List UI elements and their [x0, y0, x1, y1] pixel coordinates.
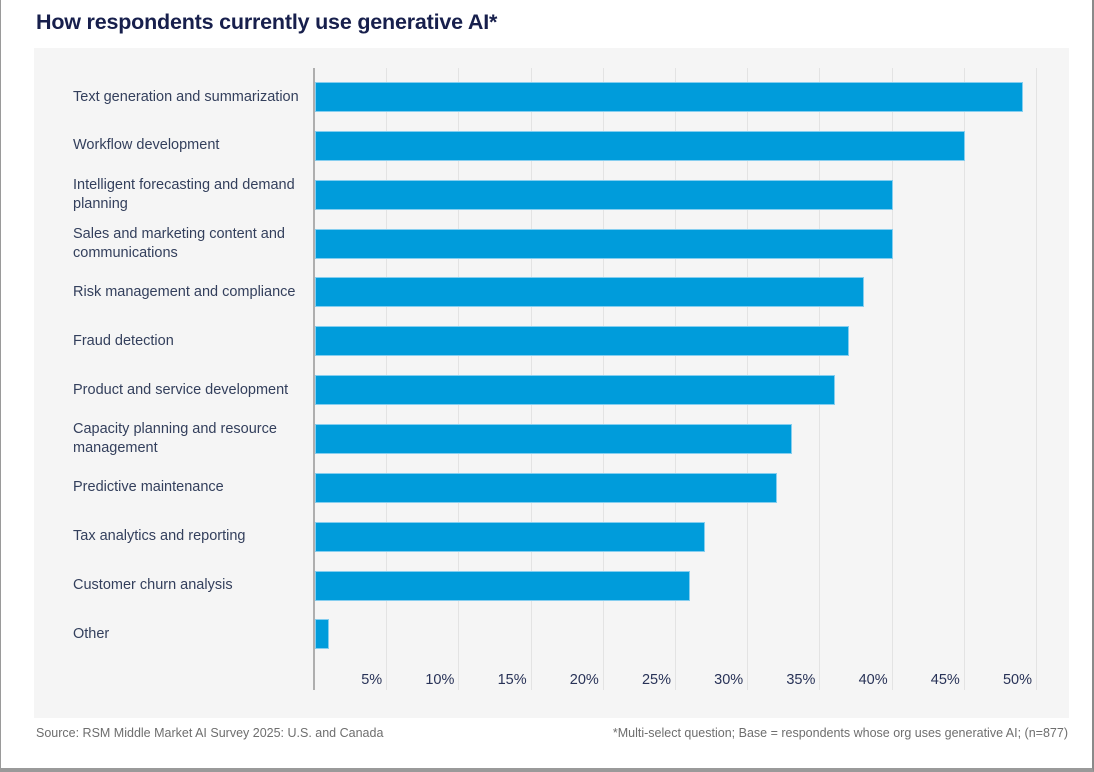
bar: [315, 277, 864, 308]
y-axis-line: [313, 68, 315, 690]
x-tick-label: 40%: [858, 672, 888, 688]
bar: [315, 326, 850, 357]
chart-title: How respondents currently use generative…: [36, 10, 498, 34]
category-label: Fraud detection: [73, 332, 174, 349]
bar: [315, 179, 893, 210]
category-label: Text generation and summarization: [73, 88, 299, 105]
gridline: [963, 68, 965, 690]
category-label: Predictive maintenance: [73, 479, 224, 496]
category-label: Capacity planning and resource managemen…: [73, 421, 277, 456]
x-tick-label: 25%: [641, 672, 671, 688]
chart-panel: Text generation and summarization Workflo…: [34, 48, 1069, 718]
x-tick-label: 30%: [714, 672, 744, 688]
category-label: Tax analytics and reporting: [73, 528, 246, 545]
x-tick-label: 5%: [361, 672, 383, 688]
category-label: Workflow development: [73, 137, 220, 154]
category-label: Other: [73, 625, 110, 642]
category-label: Customer churn analysis: [73, 577, 233, 594]
bar: [315, 570, 691, 601]
bar: [315, 130, 965, 161]
category-label: Risk management and compliance: [73, 283, 296, 300]
x-tick-label: 10%: [425, 672, 455, 688]
x-tick-label: 45%: [930, 672, 960, 688]
bar: [315, 375, 835, 406]
bar: [315, 472, 778, 503]
bar: [315, 82, 1023, 112]
gridline: [1036, 68, 1037, 690]
methodology-note: *Multi-select question; Base = responden…: [612, 726, 1068, 740]
bar: [315, 228, 893, 259]
x-tick-label: 50%: [1002, 672, 1032, 688]
x-tick-label: 15%: [497, 672, 527, 688]
category-label: Sales and marketing content and communic…: [73, 225, 285, 261]
x-tick-label: 35%: [786, 672, 816, 688]
gridline: [891, 68, 893, 690]
x-tick-label: 20%: [569, 672, 599, 688]
category-label: Intelligent forecasting and demand plann…: [73, 176, 295, 212]
bar: [315, 619, 330, 650]
bar: [315, 423, 792, 454]
category-label: Product and service development: [73, 381, 289, 398]
source-note: Source: RSM Middle Market AI Survey 2025…: [36, 726, 384, 740]
bar: [315, 521, 705, 552]
